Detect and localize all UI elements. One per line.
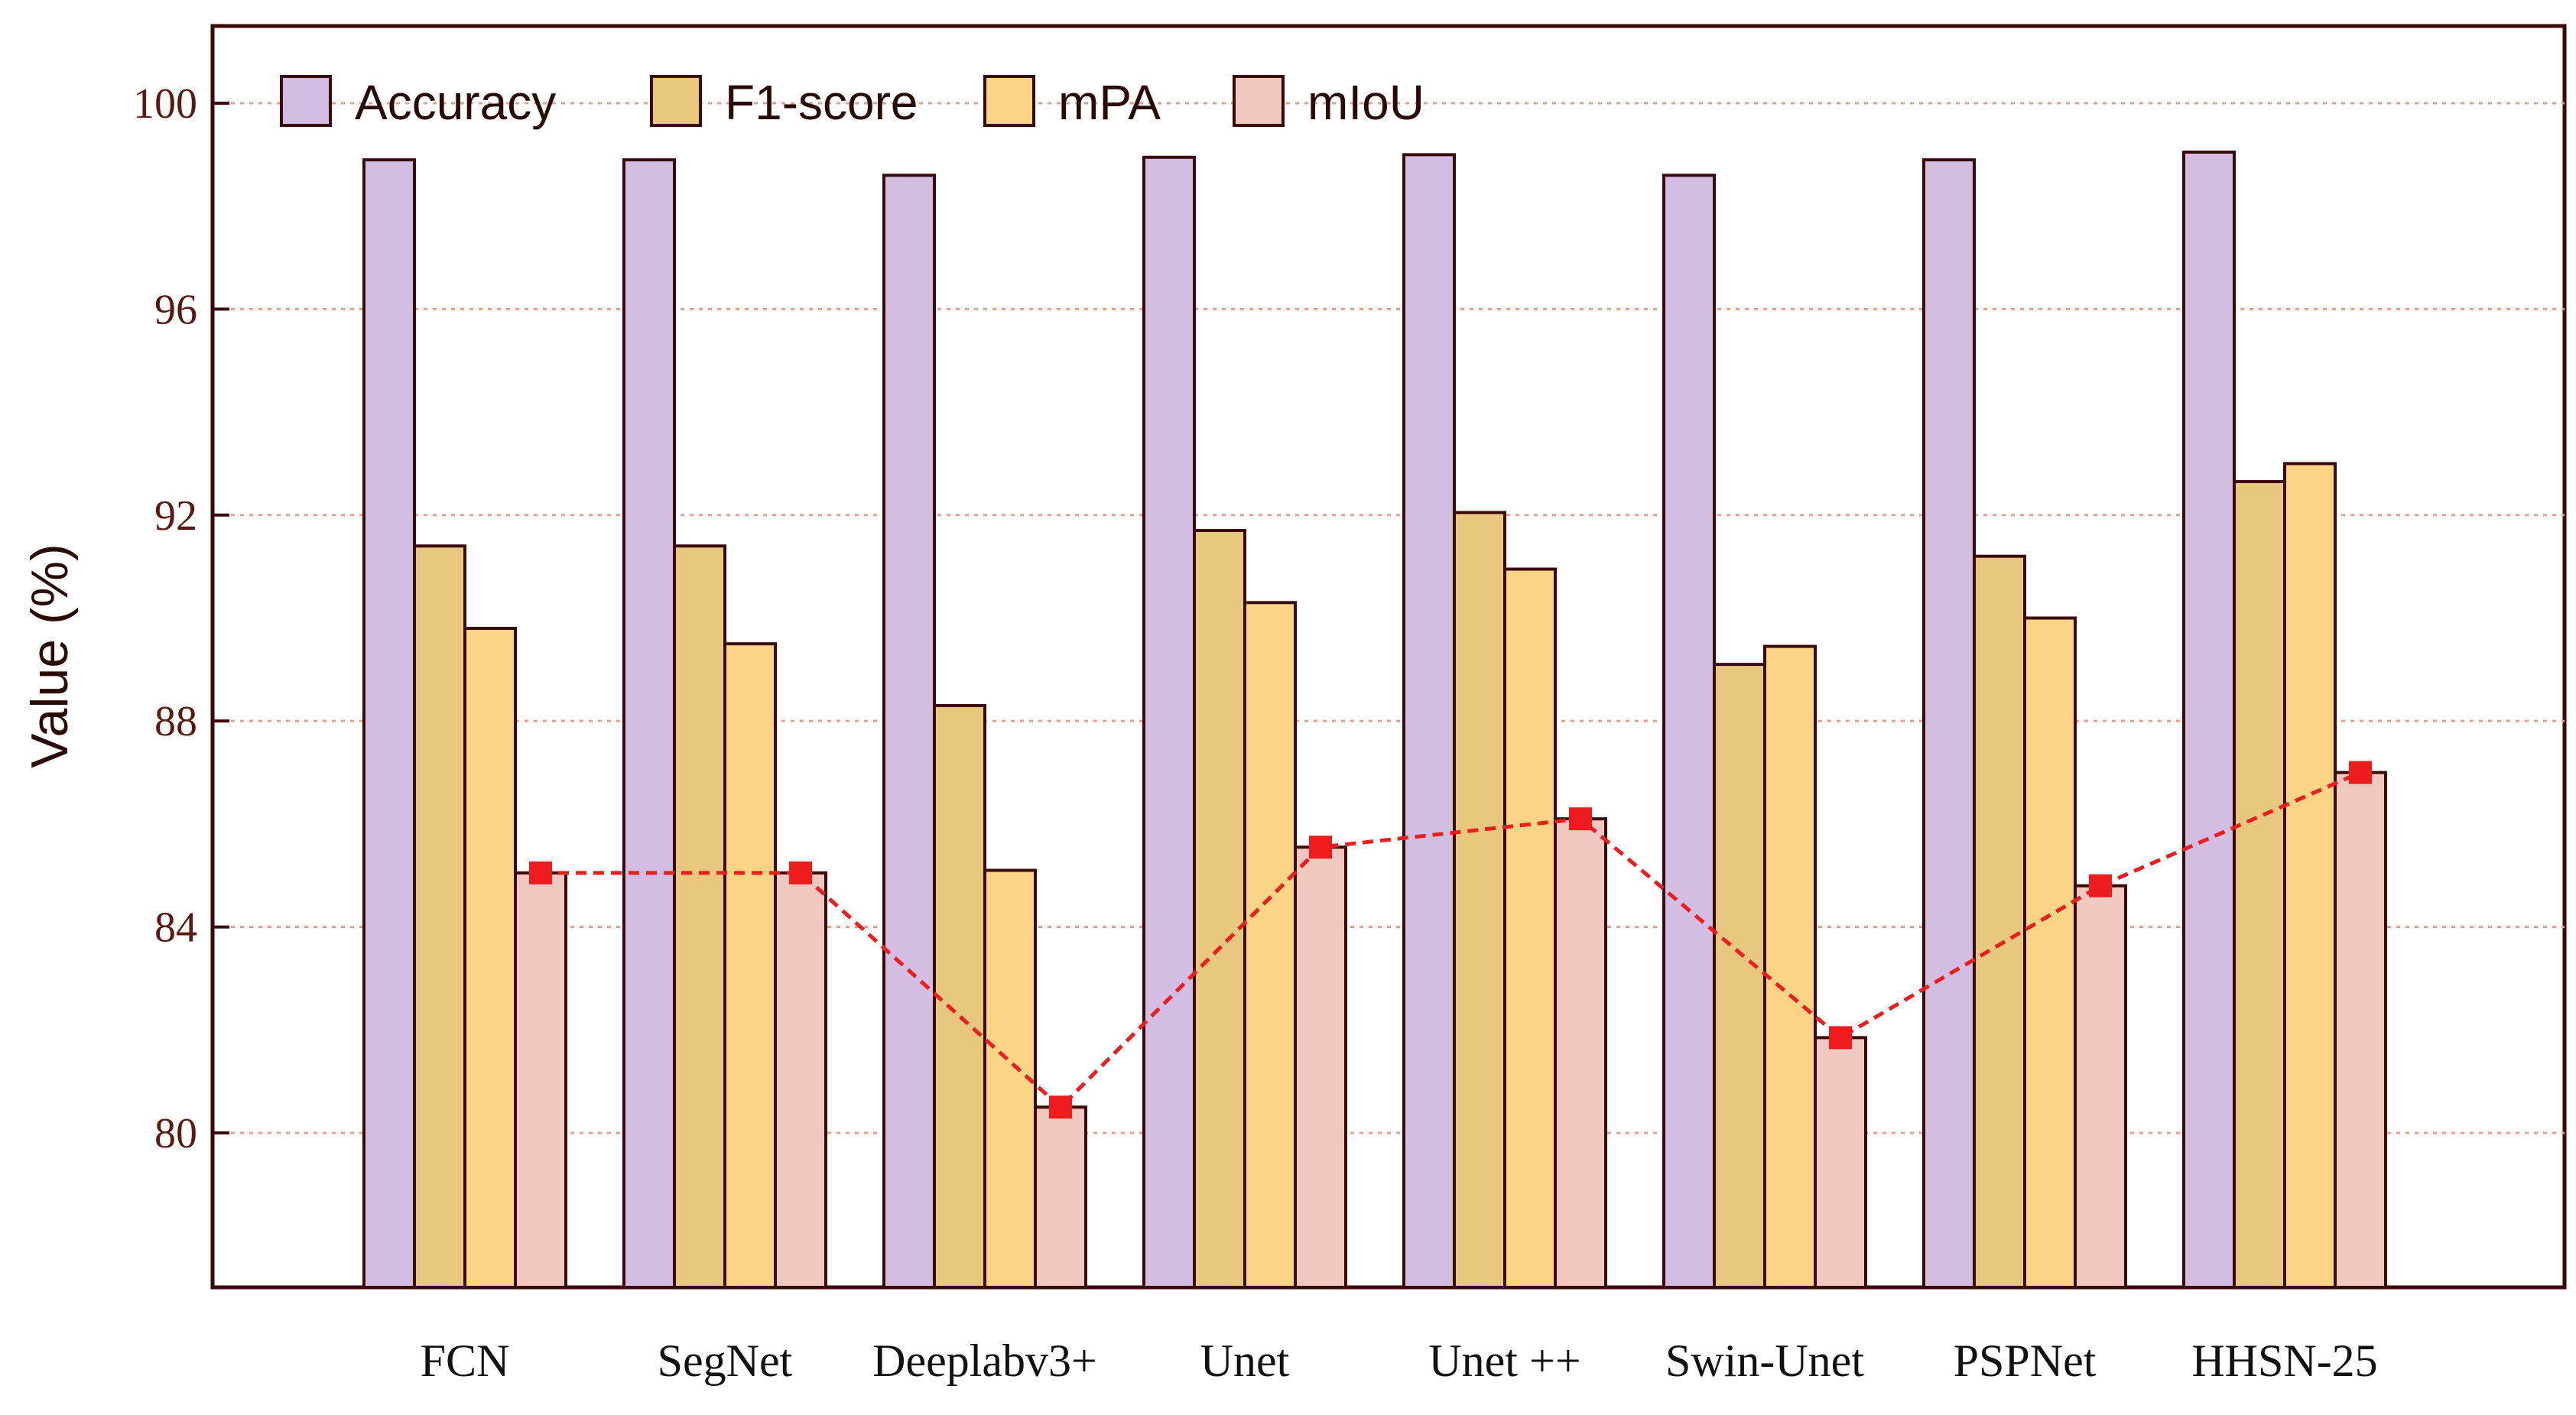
miou-marker-hhsn-25: [2349, 761, 2372, 784]
bar-mpa-unet-: [1503, 567, 1557, 1289]
gridlines: [213, 102, 2565, 1134]
y-tick-label: 88: [154, 698, 197, 745]
bar-miou-deeplabv3-: [1034, 1105, 1087, 1290]
y-axis-label: Value (%): [21, 544, 79, 768]
bar-f1-score-swin-unet: [1713, 663, 1766, 1289]
bar-f1-score-pspnet: [1973, 554, 2026, 1289]
bar-accuracy-segnet: [622, 158, 676, 1289]
y-tick-label: 96: [154, 286, 197, 333]
legend-swatch-accuracy: [280, 75, 332, 127]
legend-label-f1-score: F1-score: [725, 75, 918, 130]
bar-f1-score-hhsn-25: [2233, 480, 2286, 1289]
x-category-label: Swin-Unet: [1665, 1335, 1864, 1386]
bar-accuracy-unet: [1142, 155, 1196, 1289]
miou-marker-unet: [1309, 836, 1332, 859]
bar-miou-fcn: [514, 871, 567, 1290]
bar-mpa-hhsn-25: [2283, 462, 2337, 1289]
bar-miou-unet-: [1554, 817, 1607, 1289]
legend: Accuracy F1-score mPA mIoU: [280, 75, 1424, 130]
bar-accuracy-swin-unet: [1662, 174, 1716, 1289]
bar-mpa-swin-unet: [1763, 644, 1817, 1289]
bar-miou-unet: [1294, 845, 1347, 1290]
y-tick-label: 80: [154, 1110, 197, 1157]
bar-miou-swin-unet: [1814, 1036, 1867, 1289]
bar-f1-score-unet: [1193, 529, 1246, 1289]
miou-line: [541, 771, 2361, 1110]
x-axis-labels: FCN SegNet Deeplabv3+ Unet Unet ++ Swin-Unet P…: [421, 1335, 2378, 1386]
miou-marker-segnet: [789, 861, 812, 884]
plot-area: [210, 24, 2567, 1290]
bar-accuracy-deeplabv3-: [882, 174, 936, 1289]
miou-trend-line: [529, 761, 2372, 1119]
miou-marker-deeplabv3-: [1049, 1095, 1072, 1119]
x-category-label: FCN: [421, 1335, 510, 1386]
bar-f1-score-unet-: [1453, 511, 1506, 1289]
bar-accuracy-pspnet: [1922, 158, 1976, 1289]
bar-accuracy-fcn: [362, 158, 416, 1289]
bar-accuracy-unet-: [1402, 153, 1456, 1290]
bar-mpa-pspnet: [2023, 616, 2077, 1289]
legend-label-mpa: mPA: [1058, 75, 1161, 130]
legend-swatch-miou: [1233, 75, 1285, 127]
legend-label-miou: mIoU: [1307, 75, 1424, 130]
y-tick-label: 84: [154, 904, 197, 952]
legend-label-accuracy: Accuracy: [355, 75, 556, 130]
y-tick-label: 92: [154, 492, 197, 540]
bar-mpa-unet: [1243, 601, 1297, 1289]
x-category-label: SegNet: [658, 1335, 793, 1386]
x-category-label: PSPNet: [1954, 1335, 2097, 1386]
miou-marker-fcn: [529, 861, 552, 884]
bar-f1-score-segnet: [673, 544, 726, 1289]
bar-f1-score-fcn: [413, 544, 466, 1289]
x-category-label: Deeplabv3+: [872, 1335, 1097, 1386]
miou-marker-swin-unet: [1829, 1026, 1852, 1050]
x-category-label: HHSN-25: [2191, 1335, 2377, 1386]
bar-f1-score-deeplabv3-: [933, 703, 986, 1289]
y-tick-label: 100: [133, 80, 197, 128]
bars: [362, 151, 2387, 1290]
bar-miou-pspnet: [2074, 884, 2127, 1289]
legend-swatch-mpa: [983, 75, 1035, 127]
bar-mpa-segnet: [723, 642, 777, 1289]
x-category-label: Unet: [1200, 1335, 1290, 1386]
bar-miou-segnet: [774, 871, 827, 1290]
y-axis-ticks: 80 84 88 92 96 100: [133, 80, 229, 1157]
bar-mpa-fcn: [463, 626, 517, 1289]
x-category-label: Unet ++: [1428, 1335, 1580, 1386]
miou-marker-pspnet: [2089, 874, 2112, 897]
miou-marker-unet-: [1569, 807, 1592, 831]
legend-swatch-f1-score: [650, 75, 702, 127]
bar-accuracy-hhsn-25: [2182, 151, 2236, 1289]
bar-miou-hhsn-25: [2334, 771, 2387, 1289]
